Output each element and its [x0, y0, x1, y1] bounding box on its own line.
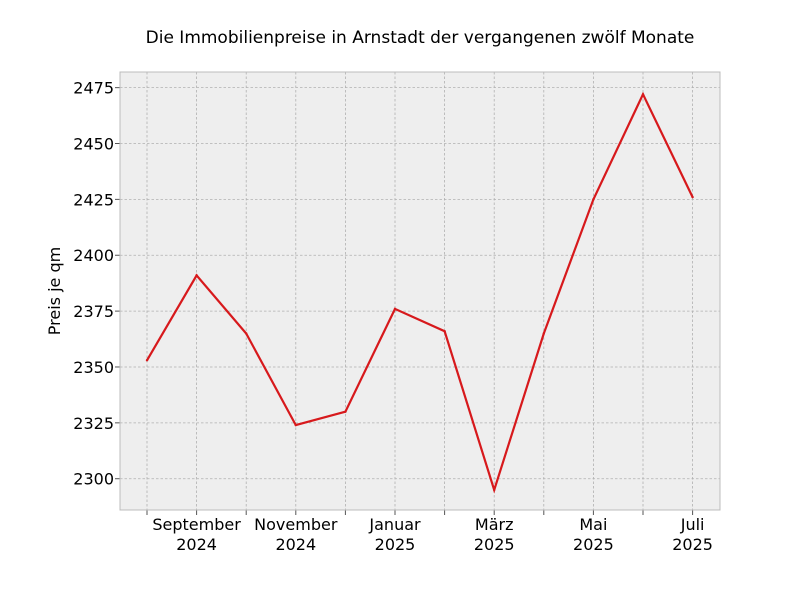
- data-point: [542, 332, 545, 335]
- x-tick-label: Mai: [579, 515, 607, 534]
- x-tick-label-year: 2024: [275, 535, 316, 554]
- axis-ticks: 2300 2325 2350 2375 2400 2425 2450 2475 Septembe…: [73, 79, 713, 554]
- x-tick-label: Januar: [368, 515, 421, 534]
- y-tick-label: 2375: [73, 302, 114, 321]
- data-point: [344, 410, 347, 413]
- y-tick-label: 2425: [73, 190, 114, 209]
- data-point: [245, 332, 248, 335]
- data-point: [195, 274, 198, 277]
- y-tick-label: 2475: [73, 79, 114, 98]
- x-tick-label-year: 2024: [176, 535, 217, 554]
- y-tick-label: 2325: [73, 414, 114, 433]
- chart-title: Die Immobilienpreise in Arnstadt der ver…: [146, 28, 695, 48]
- y-tick-label: 2400: [73, 246, 114, 265]
- x-tick-label-year: 2025: [474, 535, 515, 554]
- x-tick-label: Juli: [680, 515, 705, 534]
- x-tick-label: September: [152, 515, 241, 534]
- plot-frame: [119, 71, 721, 511]
- x-tick-label-year: 2025: [672, 535, 713, 554]
- y-axis-label: Preis je qm: [45, 247, 64, 335]
- series-line: [146, 91, 694, 494]
- x-tick-label-year: 2025: [573, 535, 614, 554]
- series-layer: [145, 91, 694, 494]
- grid-lines: [120, 72, 720, 510]
- y-tick-label: 2350: [73, 358, 114, 377]
- data-point: [393, 307, 397, 311]
- data-point: [641, 93, 645, 96]
- y-tick-label: 2300: [73, 470, 114, 489]
- y-tick-label: 2450: [73, 135, 114, 154]
- x-tick-label-year: 2025: [375, 535, 416, 554]
- data-point: [592, 198, 595, 201]
- data-point: [145, 359, 149, 362]
- data-point: [691, 195, 694, 199]
- data-point: [493, 488, 496, 492]
- data-point: [443, 330, 446, 333]
- data-point: [294, 423, 297, 427]
- x-tick-label: November: [254, 515, 338, 534]
- x-tick-label: März: [475, 515, 514, 534]
